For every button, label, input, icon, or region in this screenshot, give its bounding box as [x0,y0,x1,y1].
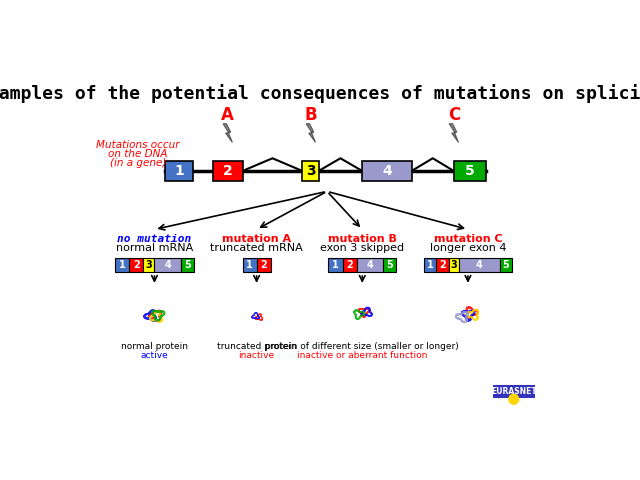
FancyBboxPatch shape [449,258,459,272]
Text: longer exon 4: longer exon 4 [429,243,506,253]
FancyBboxPatch shape [383,258,396,272]
Text: 1: 1 [118,260,125,270]
Text: truncated protein: truncated protein [217,342,296,351]
Text: 5: 5 [465,164,475,178]
FancyBboxPatch shape [181,258,194,272]
Text: exon 3 skipped: exon 3 skipped [320,243,404,253]
Text: B: B [305,106,317,124]
Text: mutation C: mutation C [434,234,502,244]
FancyBboxPatch shape [165,161,193,181]
FancyBboxPatch shape [356,258,383,272]
FancyBboxPatch shape [143,258,154,272]
Text: inactive or aberrant function: inactive or aberrant function [297,351,428,360]
Text: 2: 2 [346,260,353,270]
Text: truncated mRNA: truncated mRNA [210,243,303,253]
Polygon shape [306,124,316,143]
Text: 1: 1 [332,260,339,270]
Text: 2: 2 [132,260,140,270]
FancyBboxPatch shape [362,161,412,181]
Text: 4: 4 [367,260,373,270]
FancyBboxPatch shape [342,258,356,272]
FancyBboxPatch shape [454,161,486,181]
Circle shape [509,394,518,404]
Text: 5: 5 [502,260,509,270]
Text: 2: 2 [439,260,446,270]
Text: EURASNET: EURASNET [491,387,536,396]
Polygon shape [223,124,232,143]
Text: mutation A: mutation A [222,234,291,244]
Text: active: active [141,351,168,360]
FancyBboxPatch shape [302,161,319,181]
FancyBboxPatch shape [257,258,271,272]
Text: 4: 4 [164,260,172,270]
FancyBboxPatch shape [493,385,535,398]
Text: (in a gene): (in a gene) [110,158,166,168]
Text: on the DNA: on the DNA [109,149,168,159]
Text: Examples of the potential consequences of mutations on splicing: Examples of the potential consequences o… [0,84,640,103]
FancyBboxPatch shape [129,258,143,272]
Text: protein of different size (smaller or longer): protein of different size (smaller or lo… [266,342,459,351]
FancyBboxPatch shape [424,258,436,272]
Text: mutation B: mutation B [328,234,397,244]
Text: 4: 4 [476,260,483,270]
Text: 1: 1 [246,260,253,270]
Text: 3: 3 [451,260,457,270]
Text: no mutation: no mutation [117,234,191,244]
FancyBboxPatch shape [115,258,129,272]
Text: normal mRNA: normal mRNA [116,243,193,253]
Text: 2: 2 [260,260,267,270]
FancyBboxPatch shape [328,258,342,272]
Text: C: C [448,106,460,124]
Text: inactive: inactive [239,351,275,360]
Text: 3: 3 [145,260,152,270]
FancyBboxPatch shape [243,258,257,272]
Text: A: A [221,106,234,124]
FancyBboxPatch shape [436,258,449,272]
Text: 5: 5 [387,260,393,270]
FancyBboxPatch shape [459,258,500,272]
FancyBboxPatch shape [213,161,243,181]
FancyBboxPatch shape [500,258,513,272]
Text: Mutations occur: Mutations occur [97,140,180,150]
Polygon shape [449,124,458,143]
Text: 4: 4 [382,164,392,178]
Text: 5: 5 [184,260,191,270]
Text: 2: 2 [223,164,232,178]
FancyBboxPatch shape [154,258,181,272]
Text: normal protein: normal protein [121,342,188,351]
Text: 1: 1 [426,260,433,270]
Text: 1: 1 [174,164,184,178]
Text: 3: 3 [306,164,316,178]
